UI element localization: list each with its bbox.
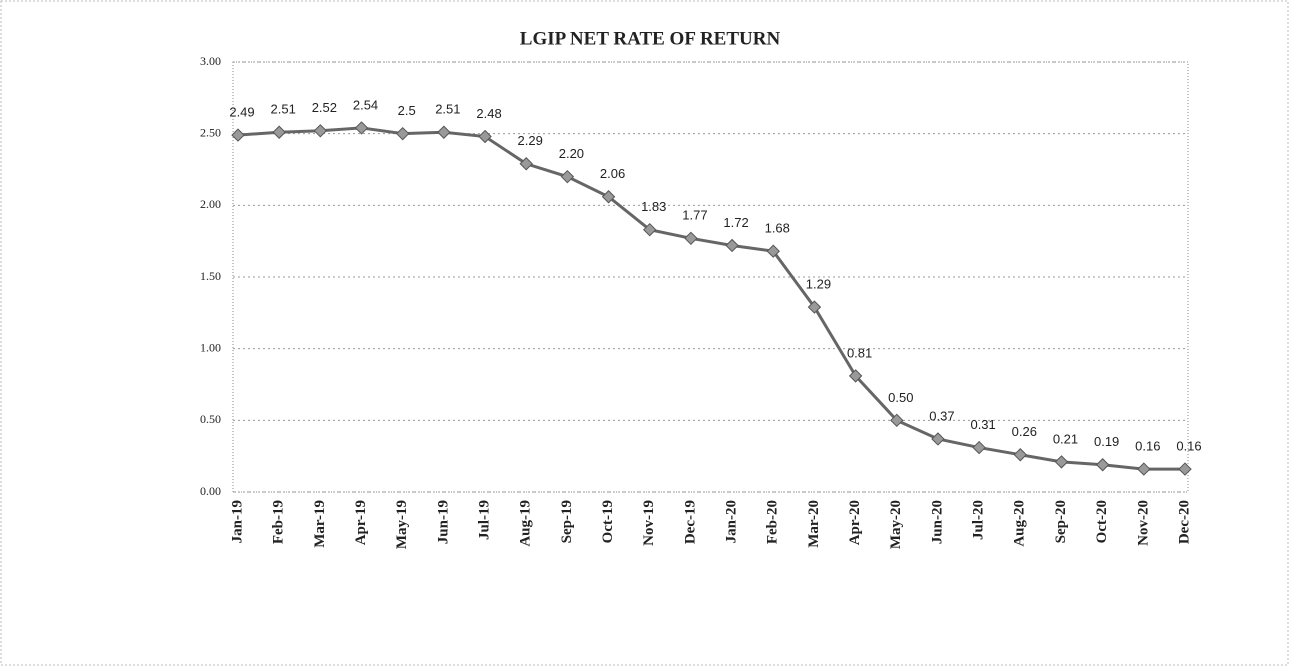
point-marker — [1095, 458, 1110, 472]
y-tick-label: 3.00 — [200, 54, 221, 68]
x-tick-label: Nov-20 — [1135, 500, 1151, 546]
x-tick-label: May-19 — [394, 500, 410, 549]
data-label: 2.49 — [229, 105, 254, 120]
data-label: 1.83 — [641, 199, 666, 214]
point-marker — [1137, 462, 1151, 476]
x-tick-label: Dec-20 — [1176, 500, 1192, 544]
data-label: 0.81 — [847, 345, 872, 360]
point-marker — [725, 238, 739, 253]
data-label: 2.54 — [353, 97, 378, 112]
x-tick-label: Oct-20 — [1094, 500, 1110, 543]
chart-title: LGIP NET RATE OF RETURN — [520, 28, 781, 49]
data-label: 0.50 — [888, 390, 913, 405]
data-label: 2.52 — [312, 100, 337, 115]
x-tick-label: Feb-20 — [765, 500, 781, 544]
point-marker — [231, 128, 245, 142]
point-marker — [313, 124, 328, 138]
point-marker — [354, 121, 369, 135]
data-label: 0.31 — [970, 417, 995, 432]
point-marker — [395, 126, 410, 141]
data-label: 2.5 — [398, 103, 416, 118]
point-marker — [972, 440, 986, 455]
x-tick-label: Mar-19 — [312, 500, 328, 548]
x-tick-label: Sep-19 — [559, 500, 575, 543]
point-marker — [890, 413, 904, 428]
data-label: 2.29 — [518, 133, 543, 148]
x-tick-label: Jun-19 — [435, 500, 451, 544]
x-tick-label: Jul-19 — [476, 500, 492, 540]
point-marker — [848, 369, 863, 383]
point-marker — [1178, 462, 1192, 476]
y-tick-label: 2.00 — [200, 197, 221, 211]
x-tick-label: Aug-19 — [518, 500, 534, 547]
data-label: 2.51 — [271, 102, 296, 117]
point-marker — [807, 300, 822, 314]
data-label: 0.16 — [1135, 439, 1160, 454]
data-label: 0.19 — [1094, 434, 1119, 449]
data-label: 0.37 — [929, 408, 954, 423]
plot-area — [232, 61, 1189, 493]
point-marker — [560, 169, 575, 184]
data-label: 1.68 — [765, 221, 790, 236]
y-tick-label: 0.00 — [200, 484, 221, 498]
data-label: 0.16 — [1176, 439, 1201, 454]
data-label: 0.21 — [1053, 431, 1078, 446]
x-tick-label: Aug-20 — [1012, 500, 1028, 547]
point-marker — [684, 231, 698, 246]
data-label: 2.48 — [476, 106, 501, 121]
y-tick-label: 2.50 — [200, 125, 221, 139]
y-tick-label: 0.50 — [200, 412, 221, 426]
x-tick-label: Nov-19 — [641, 500, 657, 546]
point-marker — [478, 129, 492, 144]
x-tick-label: Sep-20 — [1053, 500, 1069, 543]
series-line — [237, 126, 1185, 471]
x-tick-label: Jan-20 — [724, 500, 740, 543]
data-label: 0.26 — [1012, 424, 1037, 439]
x-tick-label: Apr-19 — [353, 500, 369, 545]
point-marker — [601, 190, 616, 204]
x-tick-label: Jun-20 — [929, 500, 945, 544]
data-label: 1.77 — [682, 208, 707, 223]
x-tick-label: Apr-20 — [847, 500, 863, 545]
x-tick-label: Dec-19 — [682, 500, 698, 544]
x-tick-label: Jul-20 — [971, 500, 987, 540]
point-marker — [519, 157, 533, 171]
x-tick-label: Oct-19 — [600, 500, 616, 543]
point-marker — [643, 222, 657, 237]
data-label: 1.72 — [723, 215, 748, 230]
data-label: 2.20 — [559, 146, 584, 161]
y-tick-label: 1.50 — [200, 269, 221, 283]
x-tick-label: Mar-20 — [806, 500, 822, 548]
point-marker — [272, 125, 286, 139]
point-marker — [1054, 455, 1069, 469]
data-label: 2.06 — [600, 166, 625, 181]
data-label: 2.51 — [435, 102, 460, 117]
x-tick-label: May-20 — [888, 500, 904, 549]
x-tick-label: Jan-19 — [229, 500, 245, 543]
point-marker — [766, 244, 780, 258]
point-marker — [931, 432, 945, 446]
data-label: 1.29 — [806, 277, 831, 292]
y-tick-label: 1.00 — [200, 340, 221, 354]
x-tick-label: Feb-19 — [271, 500, 287, 544]
point-marker — [437, 125, 451, 139]
point-marker — [1013, 448, 1028, 462]
